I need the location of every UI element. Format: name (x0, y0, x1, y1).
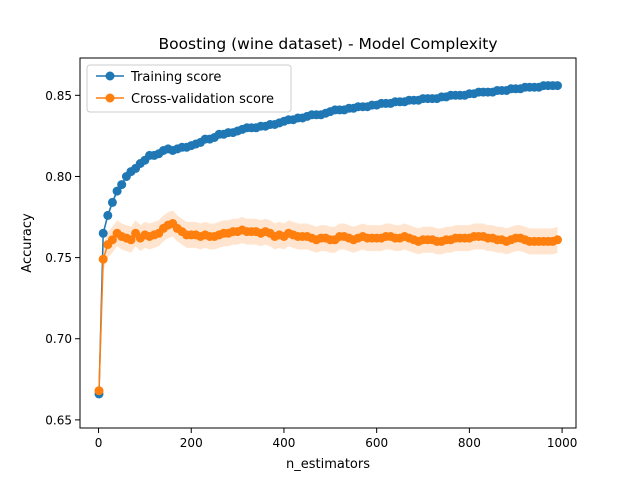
y-tick-label: 0.85 (45, 89, 72, 103)
x-axis: 0 200 400 600 800 1000 (95, 428, 578, 450)
point-training (98, 228, 108, 238)
confidence-bands (99, 82, 558, 404)
y-axis-label: Accuracy (20, 213, 35, 273)
x-tick-label: 1000 (547, 436, 578, 450)
legend-marker-cv (105, 93, 115, 103)
point-cv (553, 235, 562, 245)
point-training (112, 186, 122, 196)
point-cv (98, 254, 108, 264)
point-cv (94, 386, 104, 396)
x-tick-label: 400 (273, 436, 296, 450)
legend-frame (86, 64, 292, 113)
band-cv (99, 210, 558, 404)
plot-frame (79, 57, 577, 429)
y-axis: 0.65 0.70 0.75 0.80 0.85 (45, 89, 80, 427)
y-tick-label: 0.80 (45, 170, 72, 184)
x-axis-label: n_estimators (286, 457, 370, 472)
x-tick-label: 0 (95, 436, 103, 450)
point-training (553, 81, 562, 91)
legend: Training score Cross-validation score (86, 64, 292, 113)
legend-marker-training (105, 71, 115, 81)
point-cv (107, 235, 117, 245)
legend-label-cv: Cross-validation score (131, 92, 274, 107)
y-tick-label: 0.70 (45, 332, 72, 346)
legend-label-training: Training score (130, 70, 221, 85)
series-markers (94, 81, 562, 399)
chart-title: Boosting (wine dataset) - Model Complexi… (158, 35, 497, 53)
point-training (107, 197, 117, 207)
point-training (103, 210, 113, 220)
point-training (117, 180, 127, 190)
x-tick-label: 600 (365, 436, 388, 450)
point-cv (126, 235, 136, 245)
y-tick-label: 0.75 (45, 251, 72, 265)
x-tick-label: 200 (180, 436, 203, 450)
x-tick-label: 800 (458, 436, 481, 450)
y-tick-label: 0.65 (45, 413, 72, 427)
